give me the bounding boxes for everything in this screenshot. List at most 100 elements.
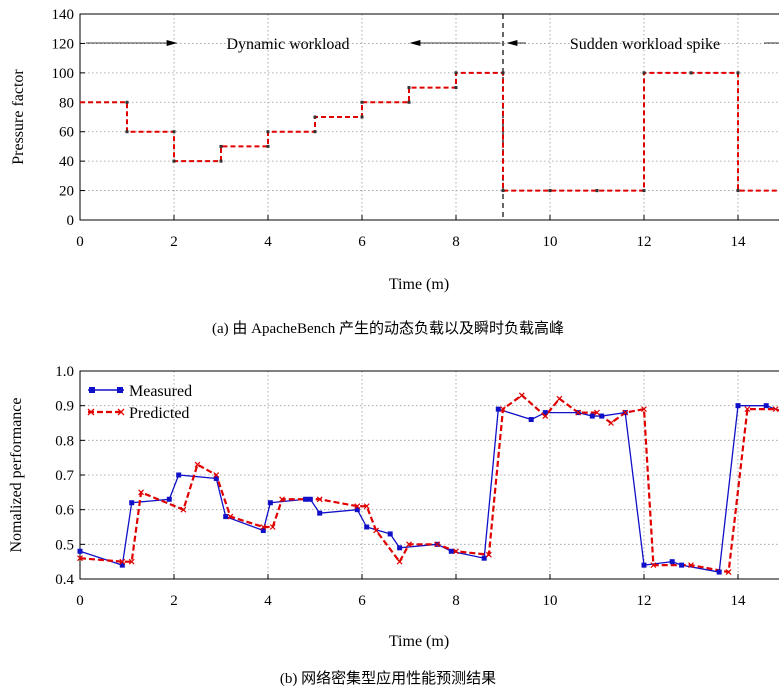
caption-a: (a) 由 ApacheBench 产生的动态负载以及瞬时负载高峰 (212, 320, 564, 337)
measured-point (528, 417, 534, 423)
x-tick-label-b: 12 (637, 593, 652, 609)
measured-point (599, 413, 605, 419)
x-tick-label-a: 6 (358, 234, 366, 250)
y-tick-label-a: 140 (52, 7, 75, 23)
x-tick-label-b: 8 (452, 593, 460, 609)
measured-point (364, 524, 370, 530)
measured-point (176, 472, 182, 478)
measured-point (260, 527, 266, 533)
legend-predicted-x-marker (117, 408, 125, 416)
x-tick-label-a: 0 (76, 234, 84, 250)
predicted-point (556, 395, 563, 402)
measured-point (166, 496, 172, 502)
measured-point (317, 510, 323, 516)
step-point (219, 159, 223, 163)
predicted-markers (77, 392, 779, 575)
predicted-point (406, 541, 412, 548)
x-axis-label-a: Time (m) (389, 276, 449, 293)
measured-point (448, 548, 454, 554)
predicted-point (650, 562, 657, 569)
y-tick-label-a: 100 (52, 66, 75, 82)
predicted-point (622, 409, 629, 416)
y-tick-label-a: 80 (59, 95, 74, 111)
arrow-head-left (409, 39, 421, 47)
y-axis-label-b: Nomalized performance (8, 397, 25, 552)
predicted-point (688, 562, 694, 569)
y-tick-label-a: 120 (52, 36, 75, 52)
x-tick-label-b: 6 (358, 593, 366, 609)
measured-point (641, 562, 647, 568)
predicted-point (641, 406, 647, 413)
x-tick-label-b: 14 (731, 593, 747, 609)
measured-point (129, 500, 135, 506)
y-tick-label-b: 1.0 (55, 364, 74, 380)
arrow-head-right (166, 39, 178, 47)
arrow-head-spike-left (506, 39, 518, 47)
chart-normalized-performance: 0.4 0.5 0.6 0.7 0.8 0.9 1.0 0 2 4 6 8 10 12 14 Measure… (8, 364, 779, 687)
step-point (266, 144, 270, 148)
predicted-point (213, 472, 220, 478)
x-tick-label-a: 4 (264, 234, 272, 250)
step-point (266, 130, 270, 134)
predicted-point (316, 496, 323, 503)
measured-point (589, 413, 595, 419)
measured-point (387, 531, 393, 537)
chart-pressure-factor: 0 20 40 60 80 100 120 140 0 2 4 6 8 10 12 14 Dynamic wo… (10, 7, 779, 337)
step-point (642, 71, 646, 75)
legend-measured-marker (89, 387, 95, 393)
predicted-point (772, 406, 779, 413)
x-tick-label-b: 0 (76, 593, 84, 609)
x-tick-label-a: 8 (452, 234, 460, 250)
predicted-point (396, 558, 403, 565)
measured-point (679, 562, 685, 568)
step-point (454, 71, 458, 75)
y-tick-label-b: 0.6 (55, 503, 74, 519)
x-tick-label-a: 14 (731, 234, 747, 250)
step-point (454, 86, 458, 90)
legend-measured-marker (117, 387, 123, 393)
step-point (407, 86, 411, 90)
y-tick-label-a: 40 (59, 154, 74, 170)
x-tick-label-b: 4 (264, 593, 272, 609)
measured-point (267, 500, 273, 506)
measured-point (495, 406, 501, 412)
legend-predicted-x-marker (87, 408, 95, 416)
step-point (313, 115, 317, 119)
step-point (172, 130, 176, 134)
caption-b: (b) 网络密集型应用性能预测结果 (280, 669, 496, 687)
measured-point (303, 496, 309, 502)
step-point (360, 100, 364, 104)
ticks-a: 0 20 40 60 80 100 120 140 0 2 4 6 8 10 12 14 (52, 7, 747, 250)
predicted-point (138, 489, 145, 496)
predicted-point (518, 392, 525, 399)
legend-predicted-marker (87, 408, 125, 416)
y-tick-label-b: 0.5 (55, 537, 74, 553)
predicted-point (373, 527, 380, 534)
step-point (689, 71, 693, 75)
predicted-point (119, 558, 126, 565)
x-tick-label-a: 2 (170, 234, 178, 250)
step-point (172, 159, 176, 163)
measured-point (763, 403, 769, 409)
predicted-point (542, 413, 549, 419)
x-axis-label-b: Time (m) (389, 633, 449, 650)
predicted-point (269, 524, 276, 530)
step-point (642, 189, 646, 193)
measured-point (223, 514, 229, 520)
predicted-point (594, 409, 600, 416)
predicted-point (354, 503, 361, 510)
y-tick-label-b: 0.7 (55, 468, 74, 484)
legend: Measured Predicted (87, 383, 192, 422)
y-tick-label-b: 0.9 (55, 399, 74, 415)
step-point (125, 100, 129, 104)
predicted-point (77, 555, 83, 562)
annotation-dynamic-workload: Dynamic workload (226, 36, 349, 53)
predicted-point (180, 506, 187, 513)
step-point (595, 189, 599, 193)
predicted-point (453, 548, 459, 555)
measured-point (735, 403, 741, 409)
measured-point (397, 545, 403, 551)
plot-frame-a (79, 13, 779, 221)
predicted-point (485, 551, 492, 558)
measured-point (716, 569, 722, 575)
